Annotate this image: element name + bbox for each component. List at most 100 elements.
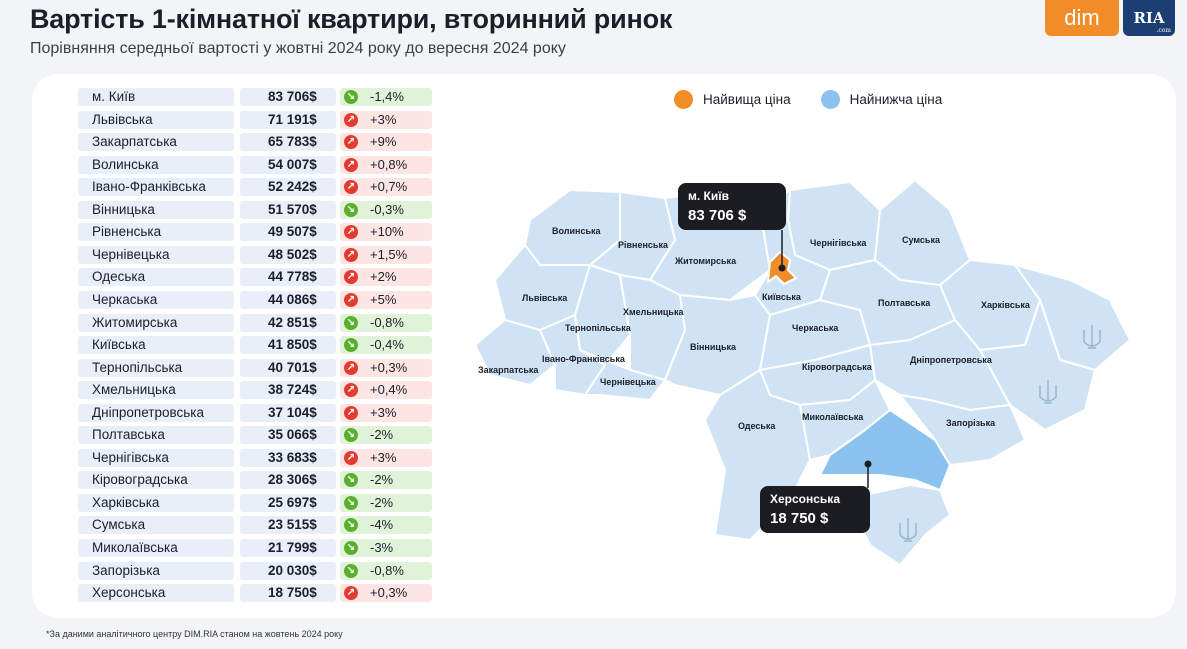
change-value: +3% xyxy=(370,404,397,420)
arrow-down-icon: ↘ xyxy=(344,428,358,443)
legend-lowest-dot xyxy=(820,90,840,109)
arrow-up-icon: ↗ xyxy=(344,157,358,172)
region-name-cell: м. Київ xyxy=(78,88,234,106)
label-kirovohradska: Кіровоградська xyxy=(802,362,873,372)
price-cell: 51 570$ xyxy=(240,200,336,219)
region-chernihivska[interactable] xyxy=(787,181,881,271)
change-cell: ↗ +2% xyxy=(340,268,432,287)
label-chernivetska: Чернівецька xyxy=(600,377,657,387)
label-cherkaska: Черкаська xyxy=(792,323,839,333)
arrow-down-icon: ↘ xyxy=(344,518,358,533)
change-cell: ↗ +9% xyxy=(340,133,432,152)
ukraine-map: Волинська Рівненська Житомирська Чернігі… xyxy=(474,179,1131,566)
region-khersonska[interactable] xyxy=(819,409,951,491)
label-mykolaivska: Миколаївська xyxy=(802,412,864,422)
change-value: -0,8% xyxy=(370,314,404,330)
table-row: Вінницька 51 570$ ↘ -0,3% xyxy=(78,200,432,219)
kherson-callout[interactable]: Херсонська 18 750 $ xyxy=(760,486,870,533)
kyiv-callout-value: 83 706 $ xyxy=(688,207,747,224)
change-value: +1,5% xyxy=(370,246,408,262)
price-cell: 38 724$ xyxy=(240,381,336,400)
region-name-cell: Чернігівська xyxy=(78,448,234,467)
change-cell: ↘ -0,4% xyxy=(340,336,432,355)
kherson-marker[interactable] xyxy=(864,460,872,468)
change-cell: ↘ -2% xyxy=(340,493,432,512)
kyiv-marker[interactable] xyxy=(778,264,786,272)
price-cell: 40 701$ xyxy=(240,358,336,377)
change-value: +0,7% xyxy=(370,179,408,195)
region-name-cell: Київська xyxy=(78,336,234,355)
ria-logo[interactable]: RIA .com xyxy=(1123,0,1175,36)
region-name-cell: Сумська xyxy=(78,516,234,535)
change-cell: ↗ +3% xyxy=(340,403,432,422)
label-zakarpatska: Закарпатська xyxy=(478,365,539,375)
region-name-cell: Черкаська xyxy=(78,290,234,309)
legend-highest-dot xyxy=(674,90,693,109)
change-cell: ↗ +0,8% xyxy=(340,155,432,174)
markers xyxy=(778,230,872,488)
kherson-callout-value: 18 750 $ xyxy=(770,510,829,527)
label-poltavska: Полтавська xyxy=(878,298,931,308)
arrow-up-icon: ↗ xyxy=(344,405,358,420)
kyiv-callout[interactable]: м. Київ 83 706 $ xyxy=(678,183,786,230)
kyiv-callout-name: м. Київ xyxy=(688,189,729,203)
change-cell: ↘ -2% xyxy=(340,426,432,445)
table-row: Херсонська 18 750$ ↗ +0,3% xyxy=(78,584,432,603)
arrow-down-icon: ↘ xyxy=(344,563,358,578)
label-kharkivska: Харківська xyxy=(981,300,1031,310)
price-cell: 49 507$ xyxy=(240,223,336,242)
trident-icon xyxy=(899,518,917,542)
legend-lowest-label: Найнижча ціна xyxy=(849,92,943,107)
arrow-up-icon: ↗ xyxy=(344,135,358,150)
arrow-down-icon: ↘ xyxy=(344,473,358,488)
arrow-down-icon: ↘ xyxy=(344,338,358,353)
map-legend: Найвища ціна Найнижча ціна xyxy=(674,90,972,109)
price-cell: 33 683$ xyxy=(240,448,336,467)
arrow-up-icon: ↗ xyxy=(344,383,358,398)
region-name-cell: Чернівецька xyxy=(78,245,234,264)
region-name-cell: Дніпропетровська xyxy=(78,403,234,422)
table-row: Миколаївська 21 799$ ↘ -3% xyxy=(78,539,432,557)
price-cell: 37 104$ xyxy=(240,403,336,422)
region-name-cell: Кіровоградська xyxy=(78,471,234,490)
table-row: Черкаська 44 086$ ↗ +5% xyxy=(78,290,432,309)
price-cell: 65 783$ xyxy=(240,133,336,152)
table-row: Запорізька 20 030$ ↘ -0,8% xyxy=(78,561,432,580)
region-name-cell: Полтавська xyxy=(78,426,234,445)
label-sumska: Сумська xyxy=(902,235,941,245)
change-value: +10% xyxy=(370,224,404,240)
table-row: Харківська 25 697$ ↘ -2% xyxy=(78,493,432,512)
change-value: +3% xyxy=(370,449,397,465)
table-row: Івано-Франківська 52 242$ ↗ +0,7% xyxy=(78,178,432,197)
arrow-up-icon: ↗ xyxy=(344,270,358,285)
change-value: +2% xyxy=(370,269,397,285)
table-row: Київська 41 850$ ↘ -0,4% xyxy=(78,336,432,355)
region-name-cell: Закарпатська xyxy=(78,133,234,152)
change-value: +0,3% xyxy=(370,585,408,601)
change-cell: ↗ +1,5% xyxy=(340,245,432,264)
label-odeska: Одеська xyxy=(738,421,776,431)
price-cell: 28 306$ xyxy=(240,471,336,490)
price-cell: 23 515$ xyxy=(240,516,336,535)
change-cell: ↗ +0,7% xyxy=(340,178,432,197)
change-value: -0,4% xyxy=(370,337,404,353)
change-value: -1,4% xyxy=(370,89,404,104)
change-cell: ↗ +5% xyxy=(340,290,432,309)
dim-logo[interactable]: dim xyxy=(1045,0,1119,36)
arrow-up-icon: ↗ xyxy=(344,586,358,601)
region-name-cell: Житомирська xyxy=(78,313,234,332)
region-chernivetska[interactable] xyxy=(579,349,666,401)
region-name-cell: Львівська xyxy=(78,110,234,129)
change-cell: ↘ -1,4% xyxy=(340,88,432,106)
region-name-cell: Одеська xyxy=(78,268,234,287)
change-value: -2% xyxy=(370,427,394,443)
table-row: Чернівецька 48 502$ ↗ +1,5% xyxy=(78,245,432,264)
region-name-cell: Миколаївська xyxy=(78,539,234,557)
trident-icon xyxy=(1083,325,1101,349)
arrow-down-icon: ↘ xyxy=(344,495,358,510)
region-name-cell: Івано-Франківська xyxy=(78,178,234,197)
region-sumska[interactable] xyxy=(874,179,971,286)
change-value: -2% xyxy=(370,472,394,488)
arrow-up-icon: ↗ xyxy=(344,180,358,195)
change-value: +9% xyxy=(370,134,397,150)
